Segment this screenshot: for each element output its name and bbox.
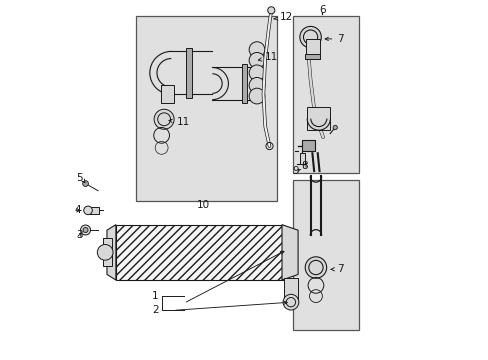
Text: 10: 10 bbox=[197, 200, 209, 210]
Circle shape bbox=[283, 294, 298, 310]
Circle shape bbox=[248, 65, 264, 81]
Polygon shape bbox=[107, 225, 116, 280]
Bar bbox=[283, 278, 298, 300]
Circle shape bbox=[305, 257, 326, 278]
Bar bbox=[116, 225, 283, 280]
Bar bbox=[83, 182, 87, 185]
Bar bbox=[135, 16, 276, 202]
Bar bbox=[292, 16, 358, 173]
Text: 2: 2 bbox=[152, 305, 158, 315]
Bar bbox=[241, 64, 247, 103]
Text: 5: 5 bbox=[76, 173, 82, 183]
Circle shape bbox=[81, 225, 90, 235]
Text: 4: 4 bbox=[75, 205, 81, 215]
Circle shape bbox=[248, 88, 264, 104]
Text: 11: 11 bbox=[258, 53, 278, 63]
Bar bbox=[103, 238, 112, 266]
Circle shape bbox=[267, 7, 274, 14]
Circle shape bbox=[97, 244, 113, 260]
Circle shape bbox=[332, 125, 337, 130]
Bar bbox=[305, 54, 320, 59]
Circle shape bbox=[299, 26, 321, 48]
Text: 7: 7 bbox=[325, 34, 343, 44]
Text: 1: 1 bbox=[152, 291, 158, 301]
Circle shape bbox=[82, 181, 88, 186]
Text: 11: 11 bbox=[169, 117, 189, 127]
Bar bbox=[306, 107, 329, 130]
Circle shape bbox=[248, 53, 264, 68]
Text: 12: 12 bbox=[273, 13, 292, 22]
Bar bbox=[292, 180, 358, 330]
Circle shape bbox=[83, 228, 88, 233]
Bar bbox=[186, 48, 192, 98]
Bar bbox=[301, 140, 315, 152]
Circle shape bbox=[248, 77, 264, 93]
Circle shape bbox=[248, 42, 264, 58]
Bar bbox=[299, 153, 305, 164]
Bar bbox=[89, 207, 99, 214]
Text: 8: 8 bbox=[301, 161, 307, 171]
Text: 7: 7 bbox=[330, 264, 343, 274]
Text: 9: 9 bbox=[292, 166, 299, 176]
Circle shape bbox=[83, 206, 92, 215]
Polygon shape bbox=[282, 225, 298, 280]
Bar bbox=[305, 39, 319, 59]
Text: 6: 6 bbox=[318, 5, 325, 15]
Circle shape bbox=[154, 109, 174, 129]
Bar bbox=[161, 85, 173, 103]
Text: 3: 3 bbox=[77, 230, 83, 240]
